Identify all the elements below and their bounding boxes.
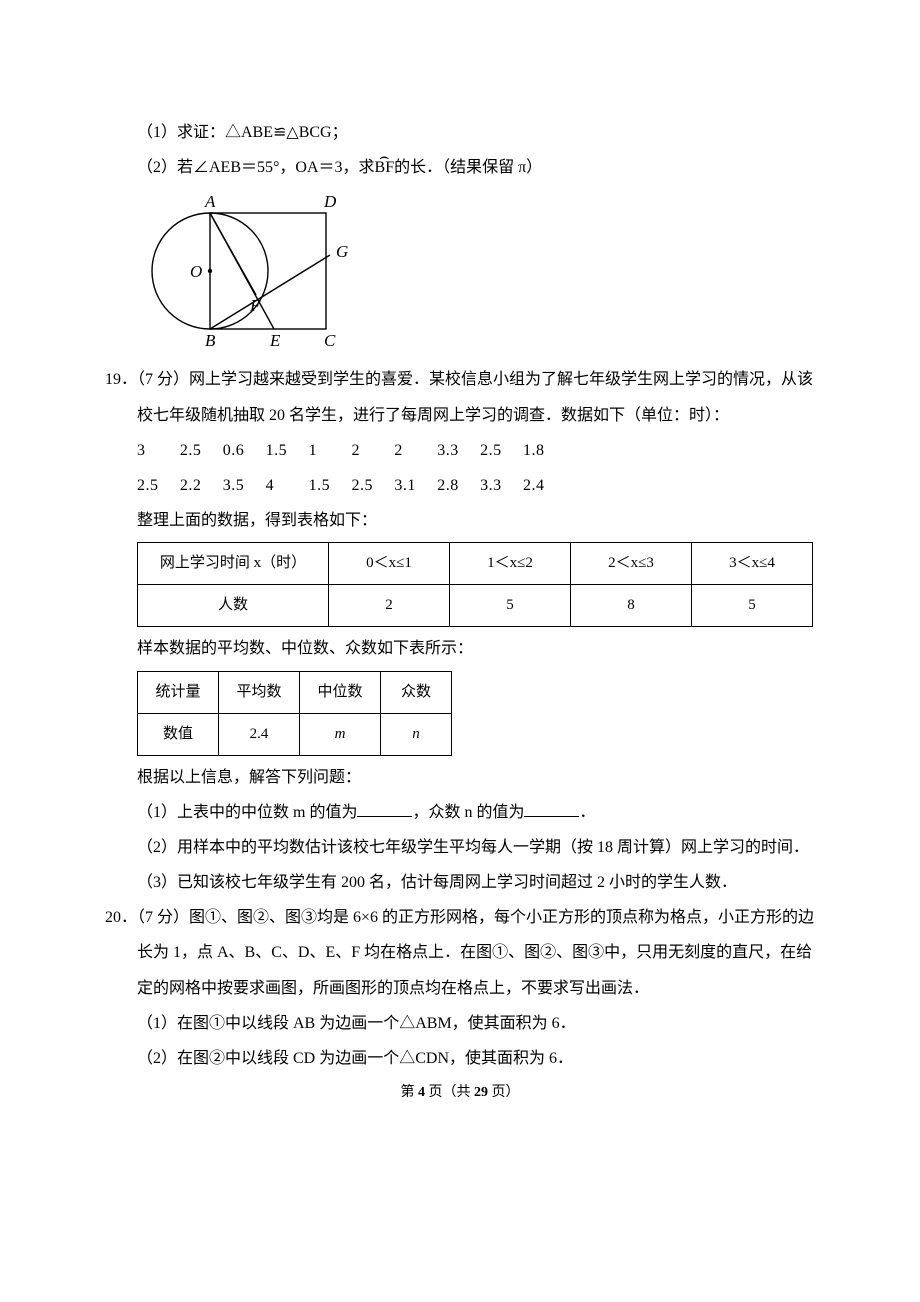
label-B: B — [205, 331, 216, 350]
t1-v0: 2 — [329, 585, 450, 627]
label-D: D — [323, 192, 337, 211]
t2-h3: 众数 — [381, 671, 452, 713]
t1-v3: 5 — [692, 585, 813, 627]
q19-data-row2: 2.5 2.2 3.5 4 1.5 2.5 3.1 2.8 3.3 2.4 — [105, 468, 815, 503]
q18-part2: （2）若∠AEB＝55°，OA＝3，求BF的长．（结果保留 π） — [105, 150, 815, 185]
blank-m — [357, 800, 412, 817]
q19-header: 19．（7 分）网上学习越来越受到学生的喜爱．某校信息小组为了解七年级学生网上学… — [105, 362, 815, 432]
q19-part3: （3）已知该校七年级学生有 200 名，估计每周网上学习时间超过 2 小时的学生… — [105, 865, 815, 900]
blank-n — [524, 800, 579, 817]
q18-arc-bf: BF — [375, 150, 395, 185]
t1-h0: 网上学习时间 x（时） — [138, 543, 329, 585]
q19-table2: 统计量 平均数 中位数 众数 数值 2.4 m n — [137, 671, 452, 756]
q18-part1: （1）求证：△ABE≌△BCG； — [105, 115, 815, 150]
t2-h1: 平均数 — [219, 671, 300, 713]
label-C: C — [324, 331, 336, 350]
t1-v1: 5 — [450, 585, 571, 627]
q19-part1: （1）上表中的中位数 m 的值为，众数 n 的值为． — [105, 795, 815, 830]
t2-h0: 统计量 — [138, 671, 219, 713]
t1-rl: 人数 — [138, 585, 329, 627]
q18-figure: A D B C E O F G — [150, 191, 360, 356]
label-E: E — [269, 331, 281, 350]
q19-collate: 整理上面的数据，得到表格如下： — [105, 503, 815, 538]
q19-stats-intro: 样本数据的平均数、中位数、众数如下表所示： — [105, 631, 815, 666]
q20-header: 20．（7 分）图①、图②、图③均是 6×6 的正方形网格，每个小正方形的顶点称… — [105, 900, 815, 1006]
t2-h2: 中位数 — [300, 671, 381, 713]
page: （1）求证：△ABE≌△BCG； （2）若∠AEB＝55°，OA＝3，求BF的长… — [0, 0, 920, 1302]
q20-part2: （2）在图②中以线段 CD 为边画一个△CDN，使其面积为 6． — [105, 1041, 815, 1076]
t1-h3: 2＜x≤3 — [571, 543, 692, 585]
t2-v1: m — [300, 713, 381, 755]
t1-v2: 8 — [571, 585, 692, 627]
q20-part1: （1）在图①中以线段 AB 为边画一个△ABM，使其面积为 6． — [105, 1006, 815, 1041]
t2-rl: 数值 — [138, 713, 219, 755]
q19-table1: 网上学习时间 x（时） 0＜x≤1 1＜x≤2 2＜x≤3 3＜x≤4 人数 2… — [137, 542, 813, 627]
t2-v2: n — [381, 713, 452, 755]
t1-h1: 0＜x≤1 — [329, 543, 450, 585]
t1-h2: 1＜x≤2 — [450, 543, 571, 585]
q19-prompt: 根据以上信息，解答下列问题： — [105, 760, 815, 795]
page-footer: 第 4 页（共 29 页） — [105, 1078, 815, 1109]
t2-v0: 2.4 — [219, 713, 300, 755]
label-A: A — [204, 192, 216, 211]
label-O: O — [190, 262, 202, 281]
q18-part2-post: 的长．（结果保留 π） — [394, 159, 542, 176]
q19-data-row1: 3 2.5 0.6 1.5 1 2 2 3.3 2.5 1.8 — [105, 433, 815, 468]
label-F: F — [249, 296, 261, 315]
t1-h4: 3＜x≤4 — [692, 543, 813, 585]
label-G: G — [336, 242, 348, 261]
q18-part2-pre: （2）若∠AEB＝55°，OA＝3，求 — [137, 159, 375, 176]
q19-part2: （2）用样本中的平均数估计该校七年级学生平均每人一学期（按 18 周计算）网上学… — [105, 830, 815, 865]
